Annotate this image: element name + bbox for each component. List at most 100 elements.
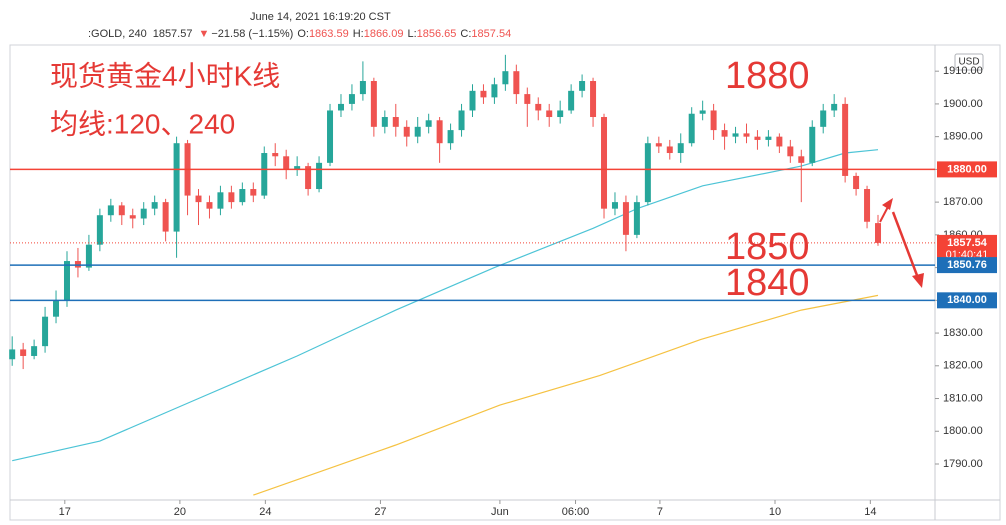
plot: 1790.00 1800.00 1810.00 1820.00 1830.00 1840.… — [9, 54, 997, 518]
symbol-line: :GOLD, 240 1857.57 ▼ −21.58 (−1.15%) O:1863.… — [88, 28, 511, 40]
candle-body — [206, 202, 213, 209]
candle-body — [140, 208, 147, 219]
candle-body — [666, 146, 673, 154]
candle-body — [568, 90, 575, 111]
candle-body — [743, 133, 750, 137]
arrowhead — [912, 273, 924, 288]
y-tick-label: 1870.00 — [943, 196, 983, 208]
candle-body — [622, 202, 629, 235]
datetime: June 14, 2021 16:19:20 CST — [250, 11, 391, 23]
ohlc-value: 1856.65 — [417, 28, 457, 40]
price-label: 1840.00 — [947, 294, 987, 306]
candle-body — [644, 143, 651, 203]
candle-body — [787, 146, 794, 157]
change: −21.58 (−1.15%) — [211, 28, 293, 40]
candle-body — [590, 81, 597, 118]
candle-body — [677, 143, 684, 154]
ohlc-value: 1857.54 — [471, 28, 511, 40]
x-tick-label: 06:00 — [562, 506, 590, 518]
arrowhead — [882, 198, 893, 210]
price-label: 1857.54 — [947, 237, 988, 249]
ohlc-label: L: — [407, 28, 416, 40]
candle-body — [611, 202, 618, 209]
x-tick-label: Jun — [491, 506, 509, 518]
candle-body — [151, 202, 158, 209]
candle-body — [348, 94, 355, 104]
x-tick-label: 27 — [374, 506, 386, 518]
x-tick-label: 10 — [769, 506, 781, 518]
candle-body — [820, 110, 827, 127]
y-tick-label: 1790.00 — [943, 458, 983, 470]
candle-body — [502, 71, 509, 85]
candle-body — [239, 189, 246, 203]
candle-body — [469, 90, 476, 111]
x-tick-label: 7 — [657, 506, 663, 518]
candle-body — [63, 261, 70, 301]
candle-body — [710, 110, 717, 131]
candle-body — [524, 94, 531, 104]
candle-body — [85, 244, 92, 268]
candle-body — [337, 103, 344, 111]
frame — [9, 44, 1001, 521]
candle-body — [53, 300, 60, 317]
candle-body — [261, 153, 268, 196]
x-tick-label: 20 — [174, 506, 186, 518]
candle-body — [655, 143, 662, 147]
candle-body — [776, 136, 783, 147]
ohlc-value: 1863.59 — [309, 28, 349, 40]
y-tick-label: 1810.00 — [943, 392, 983, 404]
candle-body — [732, 133, 739, 137]
annotation: 1880 — [725, 55, 810, 97]
candle-body — [42, 316, 49, 347]
candle-body — [414, 126, 421, 137]
y-tick-label: 1910.00 — [943, 65, 983, 77]
price-label: 1880.00 — [947, 163, 987, 175]
candle-body — [250, 189, 257, 196]
candle-body — [316, 162, 323, 190]
candle-body — [754, 136, 761, 140]
currency-badge[interactable] — [954, 53, 984, 71]
candle-body — [294, 166, 301, 170]
candle-body — [392, 117, 399, 127]
ohlc-label: H: — [353, 28, 364, 40]
candle-body — [699, 110, 706, 114]
candle-body — [491, 84, 498, 98]
candle-body — [327, 110, 334, 163]
moving-average — [253, 294, 879, 496]
price-label: 1850.76 — [947, 259, 987, 271]
candle-body — [875, 223, 882, 243]
candle-body — [272, 153, 279, 157]
candle-body — [381, 117, 388, 127]
candle-body — [425, 120, 432, 127]
candle-body — [458, 110, 465, 131]
annotation: 均线:120、240 — [50, 108, 235, 139]
candle-body — [480, 90, 487, 98]
candle-body — [721, 130, 728, 137]
y-tick-label: 1820.00 — [943, 360, 983, 372]
x-tick-label: 24 — [259, 506, 271, 518]
symbol: :GOLD, 240 — [88, 28, 147, 40]
price-label-box — [937, 161, 997, 178]
candle-body — [546, 110, 553, 118]
candle-body — [359, 81, 366, 95]
candle-body — [74, 261, 81, 268]
candle-body — [831, 103, 838, 111]
annotation: 1840 — [725, 262, 810, 304]
candle-body — [765, 136, 772, 140]
candle-body — [513, 71, 520, 95]
candle-body — [129, 215, 136, 219]
candle-body — [557, 110, 564, 118]
currency: USD — [958, 57, 979, 68]
y-tick-label: 1890.00 — [943, 131, 983, 143]
ohlc-label: C: — [460, 28, 471, 40]
candle-body — [579, 81, 586, 91]
candle-body — [601, 117, 608, 209]
candle-body — [31, 346, 38, 356]
down-triangle: ▼ — [198, 28, 209, 40]
candle-body — [9, 349, 16, 360]
candle-body — [118, 205, 125, 216]
y-tick-label: 1900.00 — [943, 98, 983, 110]
y-tick-label: 1830.00 — [943, 327, 983, 339]
